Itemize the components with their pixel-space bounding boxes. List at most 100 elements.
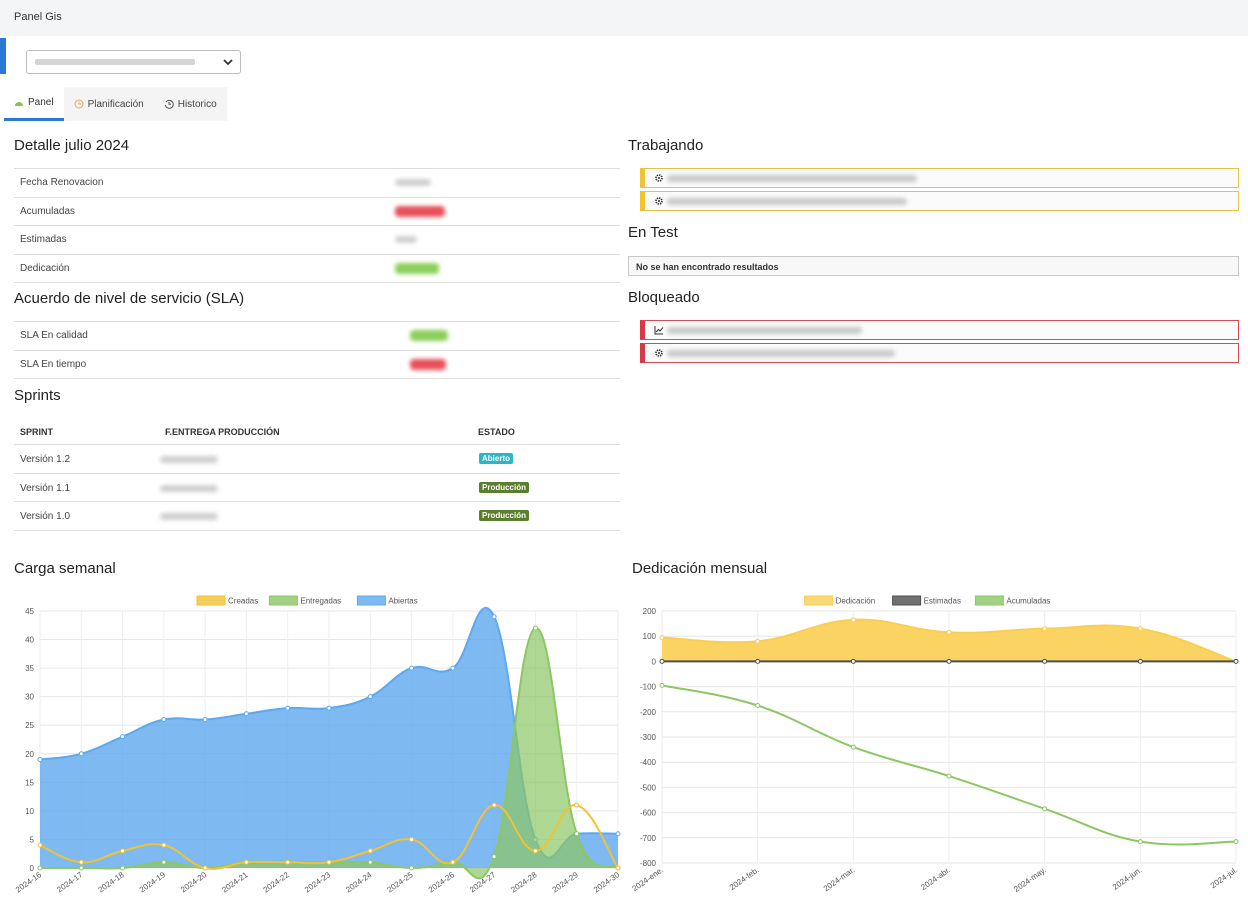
row-label: Dedicación [20,262,70,274]
data-point [946,658,952,664]
x-tick-label: 2024-24 [344,870,374,895]
gear-icon [655,349,663,357]
data-point [755,638,761,644]
legend-swatch [196,595,226,606]
data-point [367,859,373,865]
data-point [1233,658,1239,664]
data-point [1042,658,1048,664]
table-row: Versión 1.0 Producción [14,502,620,531]
table-row: Versión 1.1 Producción [14,474,620,502]
data-point [409,836,415,842]
data-point [409,665,415,671]
tab-historico[interactable]: Historico [153,87,227,121]
y-tick-label: 15 [25,778,34,787]
table-row: Acumuladas [14,198,620,226]
y-tick-label: 30 [25,693,34,702]
trabajando-title: Trabajando [628,137,704,154]
data-point [367,848,373,854]
obscured-text [667,198,907,205]
row-label: SLA En calidad [20,330,88,341]
y-tick-label: -200 [640,708,657,717]
data-point [37,756,43,762]
empty-results-message: No se han encontrado resultados [628,256,1239,276]
tab-panel[interactable]: Panel [4,87,64,121]
x-tick-label: 2024-22 [262,870,292,895]
y-tick-label: -600 [640,809,657,818]
accent-bar [0,38,6,74]
data-point [491,854,497,860]
data-point [37,842,43,848]
bloqueado-title: Bloqueado [628,289,700,306]
y-tick-label: -800 [640,859,657,868]
table-row: SLA En tiempo [14,351,620,379]
obscured-value [410,358,446,370]
list-item[interactable] [640,320,1239,340]
x-tick-label: 2024-feb. [728,865,761,892]
data-point [755,703,761,708]
legend-label: Estimadas [924,597,961,606]
data-point [78,751,84,757]
y-tick-label: 10 [25,807,34,816]
weekly-chart-title: Carga semanal [14,560,116,577]
status-badge: Producción [479,510,530,521]
y-tick-label: -300 [640,733,657,742]
data-point [850,658,856,664]
data-point [202,865,208,871]
line-chart-icon [654,326,664,335]
status-badge: Producción [479,481,530,493]
tab-planificacion-label: Planificación [87,98,144,110]
tab-planificacion[interactable]: Planificación [63,87,154,121]
column-header: F.ENTREGA PRODUCCIÓN [165,427,280,437]
data-point [1042,806,1048,812]
obscured-text [667,350,895,357]
data-point [120,848,126,854]
obscured-project-name [35,59,195,65]
status-badge: Abierto [479,453,513,464]
y-tick-label: -500 [640,783,657,792]
x-tick-label: 2024-20 [179,870,209,895]
y-tick-label: 200 [643,607,657,616]
y-tick-label: -700 [640,834,657,843]
data-point [615,865,621,871]
table-header: SPRINT F.ENTREGA PRODUCCIÓN ESTADO [14,418,620,445]
obscured-value [410,330,448,341]
data-point [78,859,84,865]
column-header: SPRINT [20,427,54,437]
data-point [285,859,291,865]
row-label: Estimadas [20,234,67,245]
monthly-dedication-chart: 2001000-100-200-300-400-500-600-700-8002… [630,595,1239,894]
project-select[interactable] [26,50,241,74]
data-point [1137,658,1143,664]
x-tick-label: 2024-19 [138,870,168,895]
tab-panel-label: Panel [28,97,54,108]
table-row: SLA En calidad [14,322,620,351]
y-tick-label: 45 [25,607,34,616]
chevron-down-icon [223,59,233,66]
gear-icon [655,197,663,205]
list-item[interactable] [640,168,1239,188]
obscured-value [395,236,417,243]
data-point [285,705,291,711]
list-item[interactable] [640,191,1239,211]
y-tick-label: -100 [640,683,657,692]
y-tick-label: 25 [25,721,34,730]
data-point [1137,626,1143,632]
top-bar: Panel Gis [0,0,1248,36]
obscured-value [395,179,431,186]
data-point [202,717,208,723]
list-item[interactable] [640,343,1239,363]
row-label: Fecha Renovacion [20,177,104,188]
clock-icon [74,99,84,109]
x-tick-label: 2024-26 [427,870,457,895]
x-tick-label: 2024-17 [55,870,85,895]
obscured-text [667,327,862,334]
table-row: Fecha Renovacion [14,169,620,198]
x-tick-label: 2024-25 [386,870,416,895]
x-tick-label: 2024-18 [97,870,127,895]
data-point [243,859,249,865]
legend-label: Creadas [228,597,258,606]
legend-swatch [892,595,922,606]
x-tick-label: 2024-23 [303,870,333,895]
data-point [532,848,538,854]
tab-bar: Panel Planificación Historico [4,87,227,121]
